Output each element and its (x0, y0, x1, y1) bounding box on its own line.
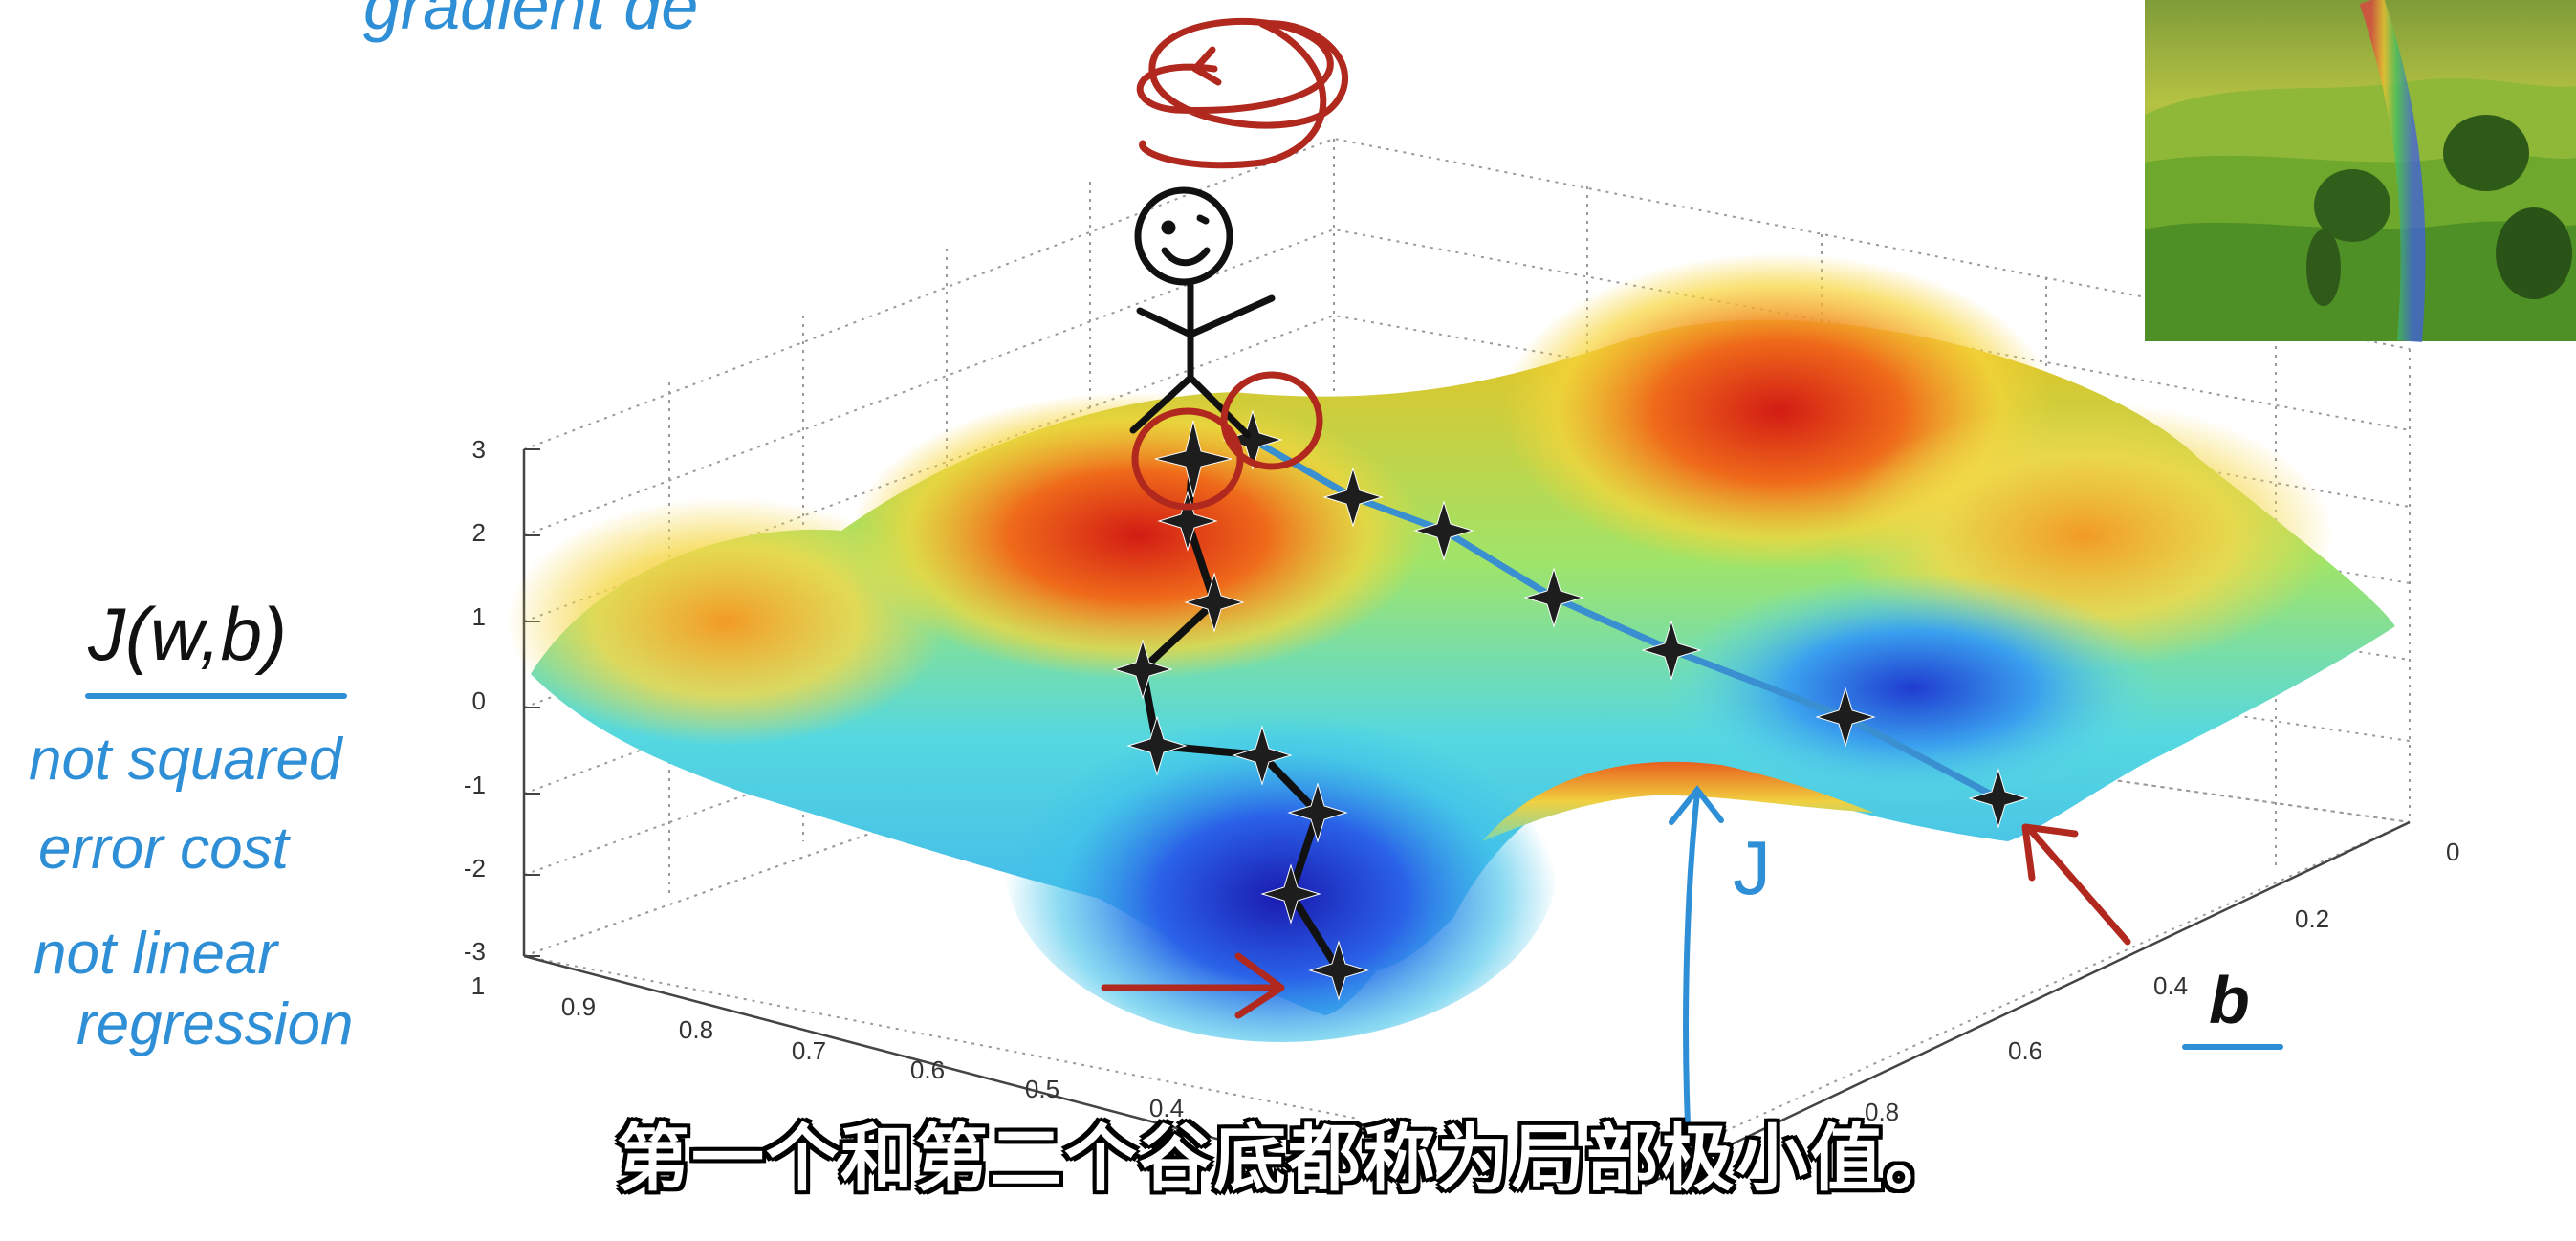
z-tick: -1 (464, 771, 486, 799)
step-star (1232, 725, 1293, 786)
w-tick: 0.6 (910, 1056, 945, 1084)
z-tick: 3 (472, 435, 486, 464)
note-line-2: error cost (38, 816, 292, 882)
spin-scribble (1136, 17, 1349, 169)
step-star (1413, 500, 1474, 561)
w-tick: 0.9 (561, 992, 596, 1021)
b-tick: 0.2 (2295, 904, 2329, 933)
z-tick: 1 (472, 602, 486, 631)
step-star (1154, 420, 1233, 498)
heading-fragment: gradient de (363, 0, 698, 43)
note-line-1: not squared (29, 727, 344, 793)
w-tick: 0.8 (679, 1015, 713, 1044)
note-line-4: regression (76, 991, 353, 1057)
step-star (1184, 572, 1245, 633)
w-tick: 0.4 (1149, 1094, 1184, 1122)
b-tick: 0.8 (1865, 1098, 1899, 1126)
notes: gradient de not squared error cost not l… (29, 0, 1771, 1057)
z-tick: -2 (464, 854, 486, 882)
step-star (1112, 639, 1173, 700)
step-star (1126, 715, 1188, 776)
blue-annotations (85, 693, 2283, 1126)
z-axis-tick-labels: 3 2 1 0 -1 -2 -3 (464, 435, 486, 966)
deep-valley (1004, 679, 1559, 1042)
z-tick: 2 (472, 518, 486, 547)
step-star (1222, 409, 1283, 470)
right-valley (1664, 574, 2161, 803)
step-star (1260, 863, 1321, 925)
cost-function-label: J(w,b) (87, 592, 287, 676)
stick-figure (1129, 186, 1276, 439)
b-tick: 0.4 (2153, 971, 2188, 1000)
video-subtitle: 第一个和第二个谷底都称为局部极小值。 (617, 1116, 1959, 1201)
left-hill (507, 497, 947, 746)
j-label: J (1733, 825, 1771, 910)
left-min-arrowhead (1234, 952, 1285, 1019)
w-tick: 0.5 (1025, 1075, 1059, 1103)
step-star (1968, 768, 2029, 829)
step-markers (1112, 409, 2029, 1001)
b-tick: 0 (2446, 838, 2459, 866)
step-star (1157, 490, 1218, 552)
step-star (1322, 467, 1384, 528)
axis-lines (522, 449, 2411, 1187)
w-tick: 0.7 (792, 1036, 826, 1065)
j-pointer-head (1669, 785, 1724, 825)
z-tick: 0 (472, 686, 486, 715)
step-star (1287, 782, 1348, 843)
b-axis-label: b (2209, 963, 2250, 1037)
red-annotations (1101, 17, 2131, 1019)
start-circle-2 (1220, 371, 1323, 470)
step-star (1641, 620, 1702, 681)
z-tick: -3 (464, 937, 486, 966)
note-line-3: not linear (33, 921, 279, 987)
spin-arrowhead (1191, 46, 1222, 86)
right-min-arrowhead (2021, 823, 2079, 882)
step-star (1308, 940, 1369, 1001)
right-min-arrow (2028, 828, 2131, 946)
step-star (1523, 567, 1584, 628)
w-axis-tick-labels: 1 0.9 0.8 0.7 0.6 0.5 0.4 (471, 971, 1184, 1122)
j-pointer-line (1683, 791, 1700, 1126)
b-axis-tick-labels: 0 0.2 0.4 0.6 0.8 (1865, 838, 2459, 1126)
step-star (1815, 686, 1876, 748)
landscape-thumbnail (2145, 0, 2576, 343)
cost-surface (507, 253, 2395, 1042)
w-tick: 1 (471, 971, 485, 1000)
b-tick: 0.6 (2008, 1036, 2042, 1065)
z-axis-tick-marks (524, 448, 540, 957)
front-ridge-lip (1482, 761, 1874, 841)
